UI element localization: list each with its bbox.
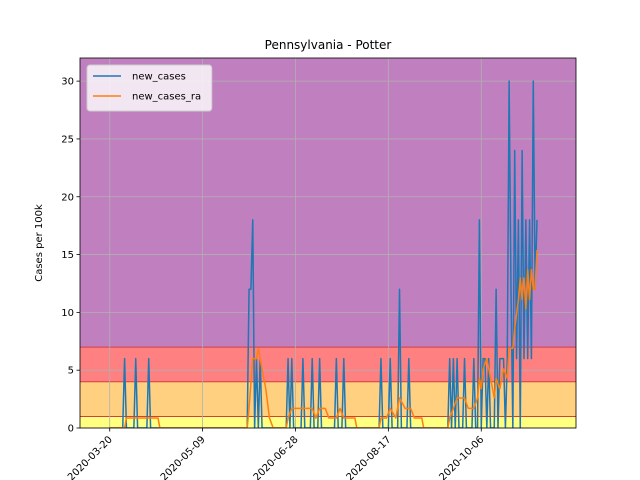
y-tick-label-3: 15 <box>61 250 74 261</box>
y-tick-label-0: 0 <box>68 424 74 435</box>
chart-title: Pennsylvania - Potter <box>265 38 392 52</box>
x-tick-label-2: 2020-06-28 <box>252 434 301 480</box>
y-axis-label: Cases per 100k <box>34 204 45 282</box>
x-axis: 2020-03-20 2020-05-09 2020-06-28 2020-08-17… <box>66 428 486 480</box>
y-tick-label-5: 25 <box>61 134 74 145</box>
band-1 <box>80 381 576 417</box>
y-tick-label-1: 5 <box>68 366 74 377</box>
band-2 <box>80 347 576 382</box>
band-0 <box>80 416 576 428</box>
plot-frame <box>79 57 577 429</box>
y-tick-label-2: 10 <box>61 308 74 319</box>
y-tick-label-6: 30 <box>61 77 74 88</box>
x-tick-label-3: 2020-08-17 <box>345 434 394 480</box>
legend-label-new_cases_ra: new_cases_ra <box>132 92 201 103</box>
series-lines <box>109 80 538 428</box>
y-tick-label-4: 20 <box>61 192 74 203</box>
x-tick-label-0: 2020-03-20 <box>66 434 115 480</box>
x-tick-label-1: 2020-05-09 <box>159 434 208 480</box>
y-axis: 0 5 10 15 20 25 30 <box>61 77 80 435</box>
series-line-new_cases_ra <box>109 249 538 428</box>
legend: new_cases new_cases_ra <box>86 64 213 112</box>
x-tick-label-4: 2020-10-06 <box>438 434 487 480</box>
legend-label-new_cases: new_cases <box>132 72 186 83</box>
threshold-bands <box>80 58 576 428</box>
series-line-new_cases <box>109 80 538 428</box>
